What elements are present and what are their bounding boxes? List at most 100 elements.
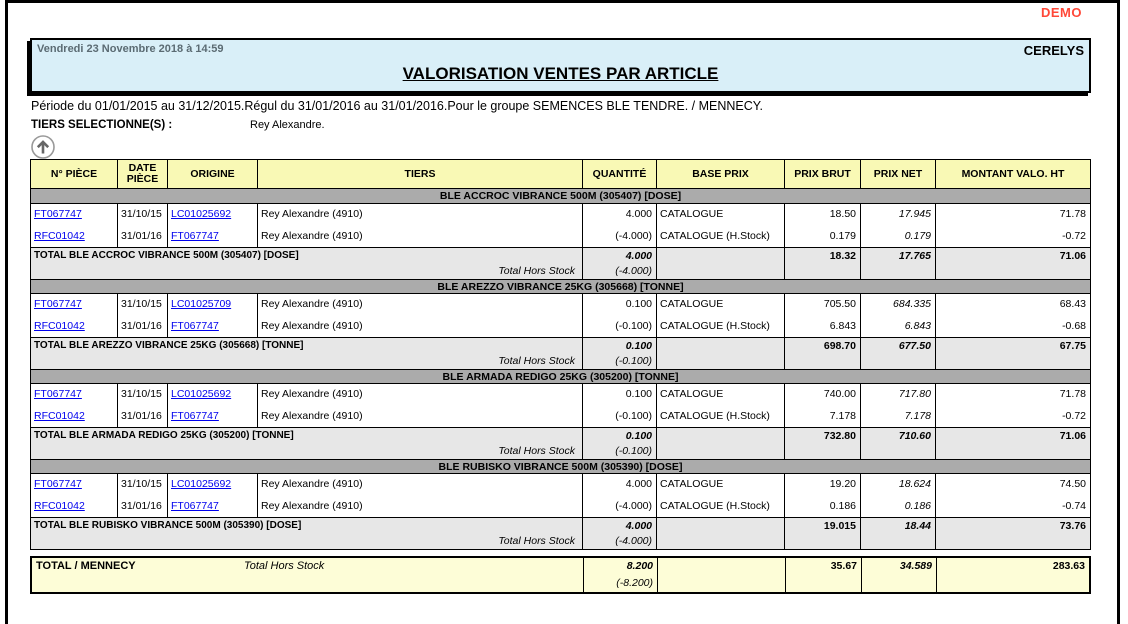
group-total-hors-label: Total Hors Stock bbox=[498, 445, 575, 457]
col-header-prix-net: PRIX NET bbox=[861, 160, 936, 188]
piece-date: 31/10/15 bbox=[121, 388, 162, 400]
group-total-net: 677.50 bbox=[898, 340, 931, 352]
group-total-label: TOTAL BLE ACCROC VIBRANCE 500M (305407) … bbox=[34, 250, 299, 261]
demo-watermark: DEMO bbox=[1041, 5, 1082, 20]
group-total-quantite-hors: (-4.000) bbox=[615, 535, 652, 547]
group-total-brut: 19.015 bbox=[823, 520, 856, 532]
article-group: BLE ACCROC VIBRANCE 500M (305407) [DOSE]… bbox=[31, 189, 1090, 279]
origine-link[interactable]: LC01025692 bbox=[171, 208, 232, 220]
origine-link[interactable]: FT067747 bbox=[171, 500, 219, 512]
tiers-label: TIERS SELECTIONNE(S) : bbox=[31, 119, 173, 131]
article-group: BLE ARMADA REDIGO 25KG (305200) [TONNE] … bbox=[31, 369, 1090, 459]
prix-net-value: 7.178 bbox=[904, 410, 931, 422]
piece-link[interactable]: FT067747 bbox=[34, 388, 82, 400]
origine-link[interactable]: FT067747 bbox=[171, 410, 219, 422]
piece-link[interactable]: RFC01042 bbox=[34, 320, 85, 332]
grand-total-row: TOTAL / MENNECY Total Hors Stock 8.200 (… bbox=[30, 556, 1091, 594]
grand-total-quantite-hors: (-8.200) bbox=[616, 577, 653, 589]
grand-total-net: 34.589 bbox=[899, 560, 932, 572]
article-group-total-row: TOTAL BLE ARMADA REDIGO 25KG (305200) [T… bbox=[31, 428, 1090, 459]
quantite-value: 0.100 bbox=[625, 298, 652, 310]
tiers-name: Rey Alexandre (4910) bbox=[261, 478, 363, 490]
tiers-name: Rey Alexandre (4910) bbox=[261, 320, 363, 332]
col-header-montant: MONTANT VALO. HT bbox=[961, 167, 1065, 180]
grand-total-quantite: 8.200 bbox=[626, 560, 653, 572]
base-prix-value: CATALOGUE (H.Stock) bbox=[660, 500, 770, 512]
article-group-rows: FT067747 RFC01042 31/10/15 31/01/16 LC01… bbox=[31, 204, 1090, 248]
group-total-net: 17.765 bbox=[898, 250, 931, 262]
group-total-montant: 71.06 bbox=[1059, 430, 1086, 442]
company-name: CERELYS bbox=[1023, 43, 1084, 58]
prix-net-value: 0.179 bbox=[904, 230, 931, 242]
col-header-quantite: QUANTITÉ bbox=[583, 160, 657, 188]
group-total-quantite: 4.000 bbox=[625, 520, 652, 532]
article-group-rows: FT067747 RFC01042 31/10/15 31/01/16 LC01… bbox=[31, 294, 1090, 338]
quantite-value: (-0.100) bbox=[615, 320, 652, 332]
origine-link[interactable]: LC01025692 bbox=[171, 478, 232, 490]
group-total-net: 710.60 bbox=[898, 430, 931, 442]
article-group-rows: FT067747 RFC01042 31/10/15 31/01/16 LC01… bbox=[31, 474, 1090, 518]
origine-link[interactable]: LC01025709 bbox=[171, 298, 232, 310]
montant-value: -0.72 bbox=[1062, 230, 1086, 242]
montant-value: 68.43 bbox=[1059, 298, 1086, 310]
group-total-base-empty bbox=[657, 338, 785, 369]
article-group-total-row: TOTAL BLE RUBISKO VIBRANCE 500M (305390)… bbox=[31, 518, 1090, 549]
piece-date: 31/01/16 bbox=[121, 320, 162, 332]
quantite-value: 0.100 bbox=[625, 388, 652, 400]
tiers-name: Rey Alexandre (4910) bbox=[261, 388, 363, 400]
tiers-value: Rey Alexandre. bbox=[250, 119, 325, 131]
piece-date: 31/01/16 bbox=[121, 500, 162, 512]
col-header-tiers: TIERS bbox=[258, 160, 583, 188]
group-total-brut: 18.32 bbox=[829, 250, 856, 262]
group-total-brut: 732.80 bbox=[823, 430, 856, 442]
group-total-base-empty bbox=[657, 248, 785, 279]
prix-brut-value: 0.179 bbox=[829, 230, 856, 242]
col-header-origine: ORIGINE bbox=[168, 160, 258, 188]
prix-net-value: 17.945 bbox=[898, 208, 931, 220]
base-prix-value: CATALOGUE bbox=[660, 388, 724, 400]
prix-net-value: 717.80 bbox=[898, 388, 931, 400]
group-total-label: TOTAL BLE ARMADA REDIGO 25KG (305200) [T… bbox=[34, 430, 294, 441]
piece-date: 31/10/15 bbox=[121, 208, 162, 220]
article-group-title: BLE ARMADA REDIGO 25KG (305200) [TONNE] bbox=[31, 369, 1090, 384]
piece-link[interactable]: FT067747 bbox=[34, 478, 82, 490]
quantite-value: (-4.000) bbox=[615, 230, 652, 242]
article-group: BLE RUBISKO VIBRANCE 500M (305390) [DOSE… bbox=[31, 459, 1090, 549]
valuation-table: N° PIÈCE DATE PIÈCE ORIGINE TIERS QUANTI… bbox=[30, 159, 1091, 550]
group-total-montant: 67.75 bbox=[1059, 340, 1086, 352]
tiers-selection-line: TIERS SELECTIONNE(S) : Rey Alexandre. bbox=[31, 119, 325, 131]
prix-brut-value: 19.20 bbox=[829, 478, 856, 490]
quantite-value: 4.000 bbox=[625, 478, 652, 490]
quantite-value: (-4.000) bbox=[615, 500, 652, 512]
prix-brut-value: 0.186 bbox=[829, 500, 856, 512]
group-total-quantite-hors: (-4.000) bbox=[615, 265, 652, 277]
prix-brut-value: 18.50 bbox=[829, 208, 856, 220]
base-prix-value: CATALOGUE (H.Stock) bbox=[660, 230, 770, 242]
report-title: VALORISATION VENTES PAR ARTICLE bbox=[402, 64, 719, 83]
piece-link[interactable]: FT067747 bbox=[34, 298, 82, 310]
tiers-name: Rey Alexandre (4910) bbox=[261, 500, 363, 512]
tiers-name: Rey Alexandre (4910) bbox=[261, 410, 363, 422]
base-prix-value: CATALOGUE bbox=[660, 298, 724, 310]
quantite-value: (-0.100) bbox=[615, 410, 652, 422]
col-header-date: DATE PIÈCE bbox=[118, 160, 168, 188]
piece-link[interactable]: RFC01042 bbox=[34, 410, 85, 422]
montant-value: -0.72 bbox=[1062, 410, 1086, 422]
scroll-to-top-icon[interactable] bbox=[30, 134, 56, 160]
piece-date: 31/01/16 bbox=[121, 410, 162, 422]
col-header-prix-brut: PRIX BRUT bbox=[785, 160, 861, 188]
prix-brut-value: 740.00 bbox=[823, 388, 856, 400]
grand-total-brut: 35.67 bbox=[830, 560, 857, 572]
montant-value: 71.78 bbox=[1059, 388, 1086, 400]
piece-link[interactable]: FT067747 bbox=[34, 208, 82, 220]
piece-link[interactable]: RFC01042 bbox=[34, 230, 85, 242]
prix-net-value: 684.335 bbox=[893, 298, 931, 310]
origine-link[interactable]: LC01025692 bbox=[171, 388, 232, 400]
base-prix-value: CATALOGUE (H.Stock) bbox=[660, 320, 770, 332]
origine-link[interactable]: FT067747 bbox=[171, 230, 219, 242]
table-header-row: N° PIÈCE DATE PIÈCE ORIGINE TIERS QUANTI… bbox=[31, 160, 1090, 189]
piece-link[interactable]: RFC01042 bbox=[34, 500, 85, 512]
origine-link[interactable]: FT067747 bbox=[171, 320, 219, 332]
base-prix-value: CATALOGUE bbox=[660, 478, 724, 490]
